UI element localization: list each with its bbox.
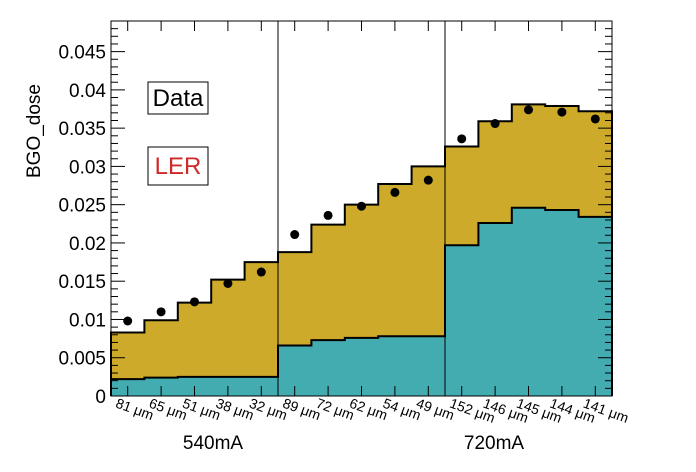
data-point <box>123 316 133 326</box>
y-tick-label: 0.045 <box>58 43 106 64</box>
data-point <box>423 175 433 185</box>
data-point <box>490 119 500 129</box>
y-axis-label: BGO_dose <box>24 84 45 178</box>
data-points <box>123 105 600 326</box>
y-axis: 0 0.005 0.01 0.015 0.02 0.025 0.03 0.035 0.04 0.0… <box>58 20 612 408</box>
data-point <box>223 279 233 288</box>
data-point <box>390 187 400 197</box>
bottom-bar <box>478 223 513 396</box>
bottom-bar <box>578 216 613 396</box>
legend-label: LER <box>155 153 202 180</box>
y-tick-label: 0.025 <box>58 196 106 217</box>
data-point <box>557 107 567 117</box>
bottom-bar <box>511 207 546 396</box>
y-tick-label: 0.015 <box>58 272 106 293</box>
data-point <box>323 210 333 220</box>
y-tick-label: 0.035 <box>58 119 106 140</box>
group-separators <box>277 21 446 396</box>
group-label: 540mA <box>183 433 244 454</box>
legend-label: Data <box>153 85 204 112</box>
y-tick-label: 0.04 <box>69 81 106 102</box>
data-point <box>156 307 166 317</box>
bottom-bar <box>545 210 580 396</box>
y-tick-label: 0.02 <box>69 234 106 255</box>
legend-box <box>147 146 209 186</box>
y-tick-label: 0.01 <box>69 310 106 331</box>
bottom-outline <box>110 206 613 396</box>
data-point <box>457 134 467 144</box>
legend: Data LER <box>147 81 209 186</box>
data-point <box>290 230 300 240</box>
data-point <box>524 105 533 115</box>
group-label: 720mA <box>464 433 525 454</box>
bottom-bar <box>445 245 479 396</box>
data-point <box>190 297 199 307</box>
group-labels: 540mA 720mA <box>183 433 525 454</box>
data-point <box>256 267 266 277</box>
y-tick-label: 0.005 <box>58 349 106 370</box>
y-tick-label: 0.03 <box>69 157 106 178</box>
y-tick-label: 0 <box>95 387 106 408</box>
total-bar <box>244 262 279 396</box>
data-point <box>590 114 600 124</box>
legend-box <box>147 81 209 115</box>
data-point <box>357 201 366 211</box>
